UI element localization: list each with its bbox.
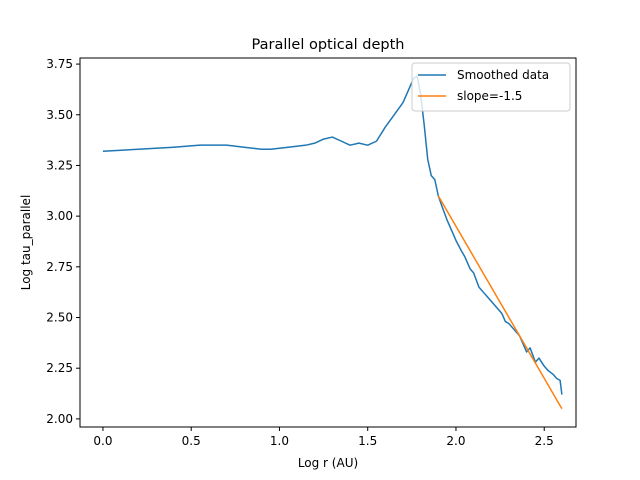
y-tick-label: 3.00: [46, 209, 73, 223]
x-axis-label: Log r (AU): [298, 456, 358, 470]
plot-area: [102, 75, 563, 410]
y-tick-label: 3.75: [46, 57, 73, 71]
y-tick-label: 2.25: [46, 361, 73, 375]
series-line-1: [437, 195, 563, 410]
y-axis-label: Log tau_parallel: [19, 195, 33, 291]
chart-title: Parallel optical depth: [252, 37, 405, 53]
legend-box: [411, 62, 571, 112]
y-axis: 2.00 2.25 2.50 2.75 3.00 3.25 3.50 3.75: [46, 57, 80, 426]
y-tick-label: 2.75: [46, 260, 73, 274]
y-tick-label: 3.25: [46, 158, 73, 172]
x-tick-label: 1.0: [270, 434, 289, 448]
legend-label-1: slope=-1.5: [457, 89, 522, 103]
axes-frame: [79, 57, 577, 428]
y-tick-label: 2.00: [46, 412, 73, 426]
y-tick-label: 2.50: [46, 311, 73, 325]
legend-label-0: Smoothed data: [457, 68, 549, 82]
x-tick-label: 2.5: [535, 434, 554, 448]
x-tick-label: 2.0: [446, 434, 465, 448]
legend: Smoothed data slope=-1.5: [411, 62, 571, 112]
y-tick-label: 3.50: [46, 108, 73, 122]
x-tick-label: 0.5: [182, 434, 201, 448]
x-axis: 0.0 0.5 1.0 1.5 2.0 2.5: [93, 427, 554, 448]
x-tick-label: 0.0: [93, 434, 112, 448]
x-tick-label: 1.5: [358, 434, 377, 448]
